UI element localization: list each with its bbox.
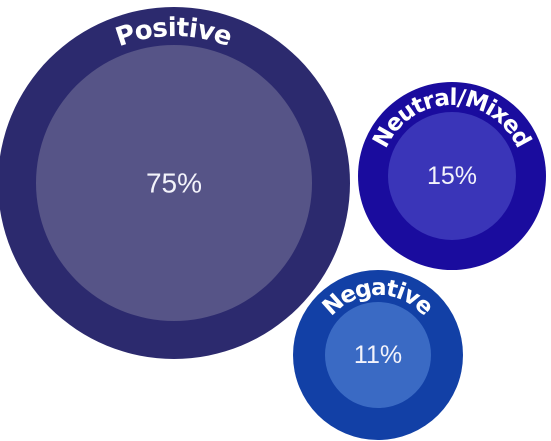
bubble-inner-neutral-mixed xyxy=(388,112,516,240)
value-label-positive: 75% xyxy=(146,168,202,199)
bubble-inner-negative xyxy=(325,302,431,408)
value-label-neutral-mixed: 15% xyxy=(427,162,477,190)
bubble-inner-positive xyxy=(36,45,312,321)
value-label-negative: 11% xyxy=(354,341,402,369)
